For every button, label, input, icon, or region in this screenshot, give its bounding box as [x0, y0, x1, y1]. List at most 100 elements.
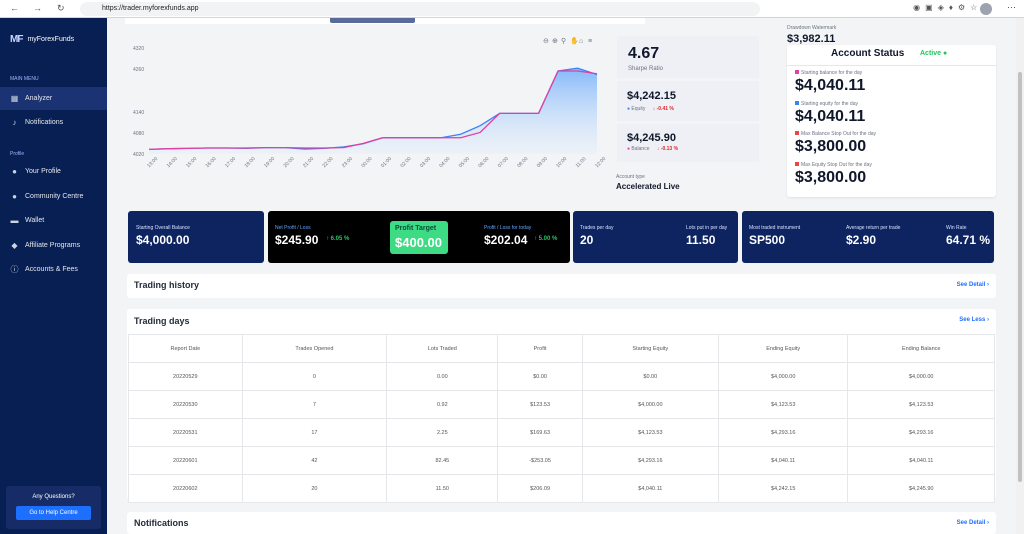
sidebar-item-your-profile[interactable]: ● Your Profile	[0, 160, 107, 183]
table-cell: $0.00	[581, 362, 719, 391]
table-cell: 20220602	[128, 474, 243, 503]
top-cut-button[interactable]	[330, 18, 415, 23]
sidebar-item-label: Community Centre	[25, 193, 84, 200]
table-cell: 42	[241, 446, 388, 475]
sidebar-item-wallet[interactable]: ▬ Wallet	[0, 209, 107, 232]
status-square-icon	[795, 101, 799, 105]
notifications-title: Notifications	[134, 518, 189, 528]
sidebar-item-label: Wallet	[25, 217, 45, 224]
x-tick-label: 21:00	[302, 156, 315, 169]
trading-history-link[interactable]: See Detail ›	[956, 282, 989, 288]
address-bar[interactable]: https://trader.myforexfunds.app	[80, 2, 760, 16]
table-cell: 11.50	[386, 474, 499, 503]
x-tick-label: 09:00	[536, 156, 549, 169]
main-menu-label: MAIN MENU	[10, 76, 39, 82]
table-cell: $4,293.16	[717, 418, 849, 447]
brand-name: myForexFunds	[27, 36, 75, 43]
starting-balance-label: Starting Overall Balance	[136, 225, 190, 231]
sidebar-item-label: Notifications	[25, 119, 64, 126]
magnifier-icon[interactable]: ⚲	[561, 37, 566, 45]
sidebar-item-community-centre[interactable]: ● Community Centre	[0, 185, 107, 208]
x-tick-label: 18:00	[244, 156, 257, 169]
sidebar-item-label: Your Profile	[25, 168, 61, 175]
drawdown-value: $3,982.11	[787, 33, 836, 45]
brand-logo[interactable]: MF myForexFunds	[10, 34, 74, 45]
x-tick-label: 23:00	[341, 156, 354, 169]
table-cell: 0.92	[386, 390, 499, 419]
x-tick-label: 06:00	[477, 156, 490, 169]
x-tick-label: 20:00	[283, 156, 296, 169]
avg-return-label: Average return per trade	[846, 225, 901, 231]
sidebar-item-analyzer[interactable]: ▦ Analyzer	[0, 87, 107, 110]
equity-change: -0.41 %	[656, 106, 674, 112]
scrollbar-thumb[interactable]	[1018, 72, 1022, 482]
table-row: 20220601 42 82.45 -$253.05 $4,293.16 $4,040.1…	[128, 446, 995, 475]
status-row-value: $4,040.11	[795, 108, 866, 125]
x-tick-label: 22:00	[321, 156, 334, 169]
help-box: Any Questions? Go to Help Centre	[6, 486, 101, 529]
sidebar-item-label: Affiliate Programs	[25, 242, 81, 249]
table-cell: $123.53	[497, 390, 583, 419]
sidebar-item-affiliate-programs[interactable]: ◆ Affiliate Programs	[0, 234, 107, 257]
net-profit-value: $245.90	[275, 233, 319, 247]
sidebar-item-label: Analyzer	[25, 95, 53, 102]
equity-card: $4,242.15 ● Equity ↓ -0.41 %	[617, 81, 759, 121]
sidebar-item-accounts-fees[interactable]: ⓘ Accounts & Fees	[0, 258, 107, 281]
menu-icon[interactable]: ≡	[588, 38, 592, 45]
forward-icon[interactable]: →	[33, 3, 42, 13]
zoom-in-icon[interactable]: ⊕	[552, 38, 558, 45]
equity-label: Equity	[631, 106, 646, 112]
down-arrow-icon: ↓	[652, 106, 656, 112]
x-tick-label: 04:00	[438, 156, 451, 169]
up-arrow-icon: ↑	[326, 236, 329, 242]
x-tick-label: 07:00	[497, 156, 510, 169]
trading-days-link[interactable]: See Less ›	[959, 317, 989, 323]
logo-mark-icon: MF	[10, 34, 23, 45]
table-header: Starting Equity	[581, 334, 719, 363]
reload-icon[interactable]: ↻	[57, 3, 65, 13]
help-centre-button[interactable]: Go to Help Centre	[16, 506, 91, 520]
sidebar-item-notifications[interactable]: ♪ Notifications	[0, 111, 107, 134]
more-menu-icon[interactable]: ⋯	[1007, 2, 1016, 12]
drawdown-label: Drawdown Watermark	[787, 25, 837, 31]
notifications-link[interactable]: See Detail ›	[956, 520, 989, 526]
notifications-section: Notifications See Detail ›	[127, 512, 996, 534]
active-dot-icon: ●	[942, 50, 948, 57]
avg-return-value: $2.90	[846, 233, 877, 247]
win-rate-label: Win Rate	[946, 225, 967, 231]
today-profit-label: Profit / Loss for today	[484, 225, 532, 231]
table-cell: 20220531	[128, 418, 243, 447]
profile-avatar[interactable]	[980, 3, 992, 15]
table-cell: $4,293.16	[847, 418, 995, 447]
x-tick-label: 12:00	[594, 156, 607, 169]
trades-card: Trades per day 20 Lots put in per day 11…	[573, 211, 738, 263]
pan-icon[interactable]: ✋	[570, 36, 579, 45]
down-arrow-icon: ↓	[656, 146, 660, 152]
table-cell: $4,000.00	[581, 390, 719, 419]
scrollbar[interactable]	[1016, 18, 1024, 534]
table-cell: -$253.05	[497, 446, 583, 475]
zoom-out-icon[interactable]: ⊖	[543, 38, 549, 45]
user-icon: ●	[12, 167, 17, 176]
back-icon[interactable]: ←	[10, 3, 19, 13]
x-tick-label: 03:00	[419, 156, 432, 169]
info-icon: ⓘ	[10, 265, 19, 274]
table-cell: 20	[241, 474, 388, 503]
status-row-label: Max Balance Stop Out for the day	[801, 131, 877, 137]
table-header: Ending Equity	[717, 334, 849, 363]
home-icon[interactable]: ⌂	[579, 38, 583, 45]
x-tick-label: 14:00	[166, 156, 179, 169]
table-cell: $4,040.11	[717, 446, 849, 475]
table-cell: 82.45	[386, 446, 499, 475]
balance-value: $4,245.90	[627, 132, 676, 144]
help-question: Any Questions?	[32, 494, 75, 500]
profit-target-value: $400.00	[395, 235, 442, 250]
browser-toolbar: ← → ↻ https://trader.myforexfunds.app ◉▣…	[0, 0, 1024, 18]
instrument-card: Most traded instrument SP500 Average ret…	[742, 211, 994, 263]
status-row-value: $4,040.11	[795, 77, 866, 94]
table-cell: 0	[241, 362, 388, 391]
extension-icons[interactable]: ◉▣◈♦⚙☆⊞	[913, 3, 994, 12]
grid-icon: ▦	[10, 94, 19, 103]
x-tick-label: 16:00	[205, 156, 218, 169]
y-tick-label: 4260	[133, 67, 144, 73]
